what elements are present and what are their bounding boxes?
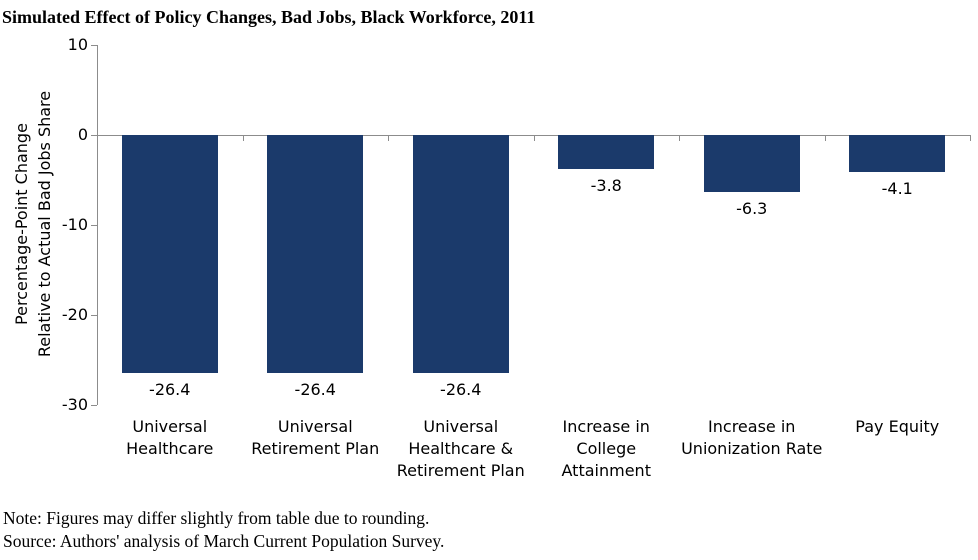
- bar-value-label: -3.8: [590, 176, 622, 196]
- bar-3: [412, 135, 509, 373]
- x-axis-tick: [533, 135, 535, 141]
- y-axis-tick: [91, 225, 97, 226]
- x-axis-category-label: Pay Equity: [855, 417, 940, 436]
- y-axis-tick: [91, 135, 97, 136]
- source-text: Source: Authors' analysis of March Curre…: [3, 530, 445, 551]
- y-axis-tick: [91, 45, 97, 46]
- x-axis-tick: [242, 135, 244, 141]
- bar-2: [267, 135, 364, 373]
- x-axis-category-label: Universal Healthcare & Retirement Plan: [396, 417, 525, 480]
- y-axis-line: [97, 45, 98, 405]
- bar-5: [703, 135, 800, 192]
- chart-title: Simulated Effect of Policy Changes, Bad …: [2, 7, 536, 27]
- x-axis-tick: [679, 135, 680, 141]
- y-axis-tick-label: -10: [61, 215, 88, 234]
- y-axis-tick-label: 0: [77, 125, 88, 144]
- x-axis-category-label: Increase in College Attainment: [561, 417, 651, 480]
- note-text: Note: Figures may differ slightly from t…: [3, 508, 430, 528]
- x-axis-category-label: Universal Healthcare: [126, 417, 214, 458]
- bar-value-label: -26.4: [149, 379, 191, 399]
- x-axis-category-label: Increase in Unionization Rate: [681, 417, 823, 458]
- bar-value-label: -26.4: [440, 379, 482, 399]
- y-axis-tick-label: -30: [61, 395, 88, 414]
- bar-value-label: -26.4: [294, 379, 336, 399]
- x-axis-tick: [388, 135, 389, 141]
- x-axis-category-label: Universal Retirement Plan: [251, 417, 380, 458]
- x-axis-tick: [970, 135, 971, 141]
- bar-value-label: -6.3: [736, 198, 768, 218]
- bar-1: [121, 135, 218, 373]
- y-axis-tick-label: -20: [61, 305, 88, 324]
- x-axis-tick: [824, 135, 826, 141]
- y-axis-tick: [91, 315, 97, 316]
- y-axis-tick-label: 10: [67, 35, 88, 54]
- footnotes: Note: Figures may differ slightly from t…: [3, 507, 444, 552]
- bar-value-label: -4.1: [881, 178, 913, 198]
- bar-6: [849, 135, 946, 172]
- bar-4: [558, 135, 655, 170]
- y-axis-tick: [91, 405, 97, 406]
